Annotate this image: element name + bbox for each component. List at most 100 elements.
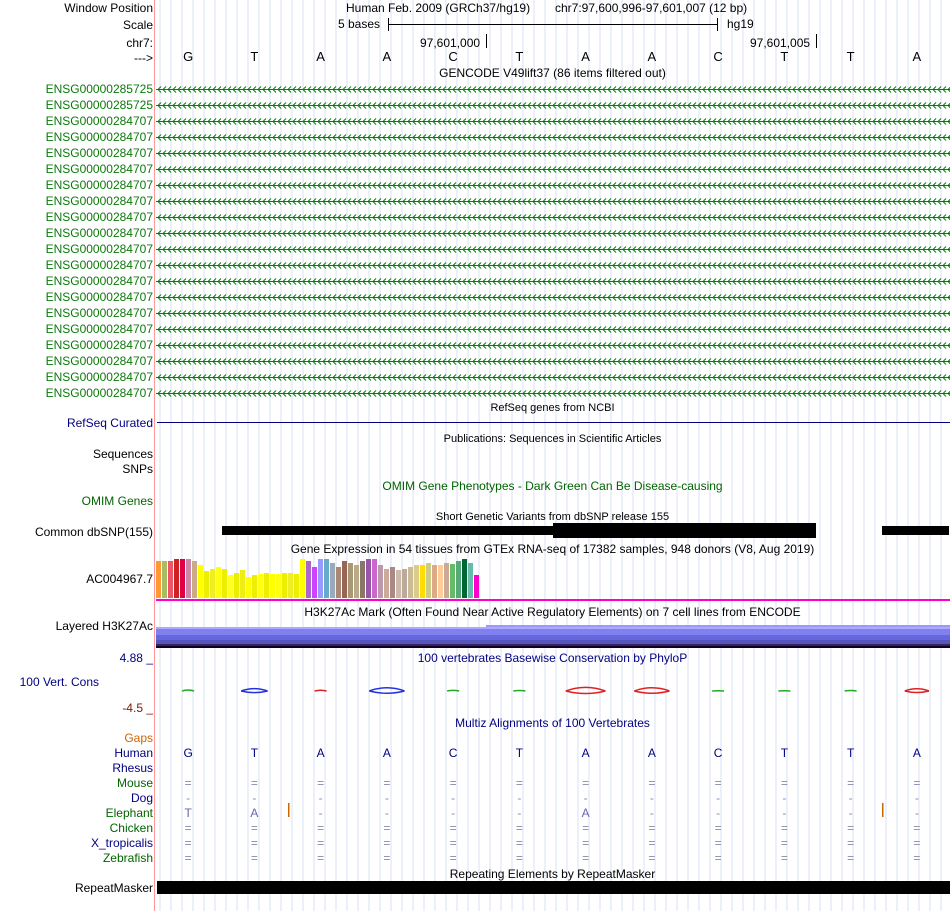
gencode-gene-label[interactable]: ENSG00000284707 [45,226,153,240]
gencode-gene-label[interactable]: ENSG00000284707 [45,146,153,160]
gencode-gene-label[interactable]: ENSG00000284707 [45,194,153,208]
gtex-tissue-bar [306,561,311,598]
position-readout: chr7:97,600,996-97,601,007 (12 bp) [555,1,748,15]
gencode-gene-label[interactable]: ENSG00000284707 [45,274,153,288]
multiz-aligned-base: = [913,851,921,865]
gtex-track-title[interactable]: Gene Expression in 54 tissues from GTEx … [290,542,815,556]
gencode-gene-label[interactable]: ENSG00000284707 [45,210,153,224]
refseq-track-title[interactable]: RefSeq genes from NCBI [490,402,615,414]
multiz-aligned-base: A [316,746,325,760]
gencode-gene-label[interactable]: ENSG00000284707 [45,306,153,320]
multiz-aligned-base: - [384,791,389,805]
gencode-gene-label[interactable]: ENSG00000284707 [45,338,153,352]
multiz-aligned-base: = [383,851,391,865]
multiz-aligned-base: = [913,821,921,835]
gencode-gene-label[interactable]: ENSG00000284707 [45,258,153,272]
gencode-strand-arrows [157,310,950,317]
gtex-tissue-bar [264,573,269,598]
multiz-species-label[interactable]: X_tropicalis [90,836,153,850]
multiz-aligned-base: - [186,791,191,805]
phylop-score-glyph [369,690,405,694]
phylop-track-label[interactable]: 100 Vert. Cons [19,675,99,689]
gtex-tissue-bar [180,559,185,598]
gencode-gene-label[interactable]: ENSG00000284707 [45,162,153,176]
snps-track-label[interactable]: SNPs [122,462,153,476]
multiz-aligned-base: = [184,821,192,835]
gencode-strand-arrows [157,278,950,285]
multiz-aligned-base: T [184,806,192,820]
multiz-species-label[interactable]: Zebrafish [102,851,153,865]
gencode-gene-label[interactable]: ENSG00000284707 [45,130,153,144]
multiz-species-label[interactable]: Dog [130,791,153,805]
dbsnp-track-label[interactable]: Common dbSNP(155) [34,525,153,539]
dbsnp-track-title[interactable]: Short Genetic Variants from dbSNP releas… [435,511,670,523]
strand-arrow-label[interactable]: ---> [134,51,153,65]
omim-track-title[interactable]: OMIM Gene Phenotypes - Dark Green Can Be… [382,479,723,493]
multiz-aligned-base: = [714,821,722,835]
multiz-species-label[interactable]: Rhesus [112,761,153,775]
gtex-tissue-bar [342,561,347,598]
multiz-aligned-base: - [848,791,853,805]
gtex-tissue-bar [474,575,479,598]
multiz-aligned-base: - [451,791,456,805]
gencode-gene-label[interactable]: ENSG00000285725 [45,98,153,112]
multiz-gaps-label: Gaps [124,731,153,745]
multiz-aligned-base: - [517,806,522,820]
multiz-insertion-mark [882,803,884,817]
gencode-track-title[interactable]: GENCODE V49lift37 (86 items filtered out… [439,66,666,80]
gtex-tissue-bar [246,577,251,598]
multiz-aligned-base: = [780,776,788,790]
gtex-tissue-bar [288,573,293,598]
repeatmasker-track-title[interactable]: Repeating Elements by RepeatMasker [449,867,656,881]
multiz-aligned-base: = [383,836,391,850]
multiz-aligned-base: = [780,821,788,835]
repeatmasker-track-label[interactable]: RepeatMasker [74,881,153,895]
gencode-gene-label[interactable]: ENSG00000284707 [45,370,153,384]
multiz-species-label[interactable]: Elephant [105,806,153,820]
phylop-track-title[interactable]: 100 vertebrates Basewise Conservation by… [417,651,688,665]
phylop-min-label: -4.5 _ [122,701,153,715]
multiz-aligned-base: T [515,746,524,760]
multiz-species-label[interactable]: Mouse [116,776,153,790]
gtex-tissue-bar [228,575,233,598]
omim-track-label[interactable]: OMIM Genes [81,494,153,508]
phylop-score-glyph [369,687,405,692]
publications-track-title[interactable]: Publications: Sequences in Scientific Ar… [443,433,662,445]
multiz-aligned-base: - [716,791,721,805]
multiz-aligned-base: - [848,806,853,820]
multiz-species-label[interactable]: Chicken [109,821,153,835]
refseq-track-label[interactable]: RefSeq Curated [66,416,153,430]
gencode-gene-label[interactable]: ENSG00000284707 [45,242,153,256]
multiz-aligned-base: A [581,746,590,760]
gencode-gene-label[interactable]: ENSG00000284707 [45,322,153,336]
phylop-score-glyph [314,689,327,692]
multiz-aligned-base: - [914,806,919,820]
gencode-gene-label[interactable]: ENSG00000284707 [45,114,153,128]
gencode-gene-label[interactable]: ENSG00000284707 [45,354,153,368]
scale-bar-right-tick [717,18,718,31]
gencode-gene-label[interactable]: ENSG00000284707 [45,178,153,192]
gencode-gene-label[interactable]: ENSG00000284707 [45,386,153,400]
gencode-strand-arrows [157,198,950,205]
gencode-strand-arrows [157,326,950,333]
gtex-tissue-bar [354,565,359,598]
multiz-aligned-base: = [648,836,656,850]
multiz-aligned-base: T [846,746,855,760]
h3k27ac-track-title[interactable]: H3K27Ac Mark (Often Found Near Active Re… [304,605,801,619]
dbsnp-variant-bar [222,526,816,535]
assembly-title: Human Feb. 2009 (GRCh37/hg19) [346,1,531,15]
multiz-species-label[interactable]: Human [114,746,153,760]
multiz-track-title[interactable]: Multiz Alignments of 100 Vertebrates [455,716,650,730]
phylop-score-glyph [634,687,670,692]
gtex-track-label[interactable]: AC004967.7 [86,572,153,586]
gtex-tissue-bar [414,565,419,598]
h3k27ac-track-label[interactable]: Layered H3K27Ac [55,619,153,633]
multiz-aligned-base: = [847,851,855,865]
multiz-aligned-base: - [649,806,654,820]
gencode-gene-label[interactable]: ENSG00000284707 [45,290,153,304]
gencode-gene-label[interactable]: ENSG00000285725 [45,82,153,96]
publications-track-label[interactable]: Sequences [92,447,153,461]
multiz-aligned-base: = [847,776,855,790]
h3k27ac-signal-layer [486,625,950,627]
